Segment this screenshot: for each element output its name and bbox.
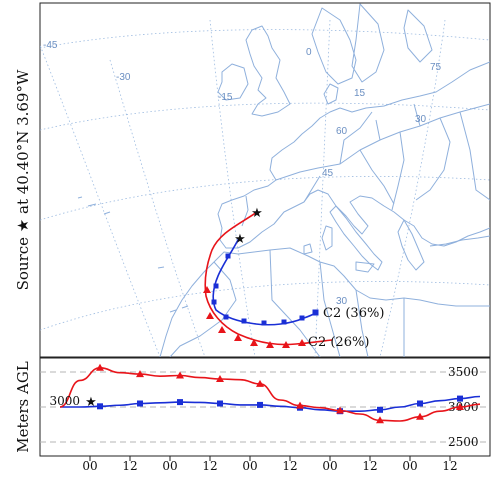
square-marker	[213, 283, 219, 289]
trajectory-blue-line	[212, 237, 319, 326]
islands-coast	[303, 225, 375, 273]
series-point-triangle	[336, 406, 344, 414]
italy-coast	[329, 205, 383, 271]
square-marker	[312, 309, 319, 316]
x-tick-label: 12	[362, 459, 377, 473]
britain-coast	[245, 25, 291, 117]
ireland-coast	[217, 63, 249, 101]
triangle-marker	[266, 341, 274, 348]
source-label: Source ★ at 40.40°N 3.69°W	[14, 69, 32, 290]
x-tick-label: 12	[442, 459, 457, 473]
x-tick-label: 00	[82, 459, 97, 473]
denmark-coast	[323, 83, 339, 105]
africa-coast	[159, 247, 490, 357]
lon-label: 0	[306, 47, 312, 58]
lon-label: -45	[43, 40, 58, 51]
square-marker	[225, 253, 231, 259]
lat-label: 30	[336, 296, 348, 307]
series-point-square	[217, 400, 223, 407]
series-point-square	[97, 403, 103, 410]
triangle-marker	[298, 339, 306, 346]
lon-label: 15	[354, 88, 366, 99]
azores	[77, 196, 111, 215]
cluster-label-blue: C2 (36%)	[323, 306, 384, 321]
lon-label: -15	[218, 92, 233, 103]
canary	[169, 305, 189, 313]
series-line-0	[59, 395, 481, 413]
trajectory-red-markers	[203, 286, 306, 348]
lon-label: 30	[415, 114, 427, 125]
start-star-icon: ★	[85, 395, 97, 410]
map-panel: -45 -30 -15 0 15 30 75 60 45 30	[39, 2, 491, 358]
square-marker	[211, 299, 217, 305]
square-marker	[223, 314, 229, 320]
x-tick-label: 00	[242, 459, 257, 473]
chart-x-ticks: 00 12 00 12 00 12 00 12 00 12	[82, 456, 458, 473]
series-point-square	[177, 399, 183, 406]
series-point-triangle	[216, 375, 224, 382]
graticule-lon	[109, 59, 206, 357]
series-point-triangle	[376, 416, 384, 424]
series-point-square	[377, 406, 383, 413]
series-point-triangle	[296, 401, 304, 409]
chart-series	[59, 363, 481, 424]
x-tick-label: 12	[202, 459, 217, 473]
africa-borders	[169, 249, 405, 357]
source-star-icon: ★	[251, 206, 263, 221]
triangle-marker	[218, 326, 226, 333]
graticule-lat	[40, 281, 490, 331]
triangle-marker	[282, 341, 290, 348]
start-height-label: 3000	[49, 394, 80, 408]
x-tick-label: 12	[122, 459, 137, 473]
graticule-lat	[40, 29, 490, 49]
triangle-marker	[250, 339, 258, 346]
square-marker	[241, 318, 247, 324]
balkans-coast	[397, 219, 490, 271]
x-tick-label: 00	[162, 459, 177, 473]
square-marker	[261, 320, 267, 326]
series-point-square	[137, 400, 143, 407]
series-point-square	[417, 400, 423, 407]
graticule-lon	[379, 19, 446, 357]
y-tick-label: 3500	[448, 365, 479, 379]
lon-label: -30	[116, 72, 131, 83]
chart-y-axis-label: Meters AGL	[14, 361, 32, 453]
series-point-triangle	[176, 371, 184, 379]
series-point-triangle	[96, 363, 104, 371]
square-marker	[299, 315, 305, 321]
lat-label: 75	[430, 62, 442, 73]
square-marker	[281, 319, 287, 325]
series-point-triangle	[456, 403, 464, 410]
x-tick-label: 12	[282, 459, 297, 473]
series-point-square	[457, 395, 463, 402]
trajectory-blue-markers	[211, 253, 319, 326]
source-star-icon: ★	[234, 232, 246, 247]
graticule-lat	[40, 175, 490, 221]
series-point-triangle	[416, 412, 424, 420]
series-point-square	[257, 401, 263, 408]
series-point-triangle	[136, 370, 144, 378]
europe-coast	[217, 61, 490, 249]
madeira	[157, 266, 165, 269]
graticule-lon	[209, 19, 256, 357]
scandinavia-coast	[311, 3, 433, 85]
triangle-marker	[206, 312, 214, 319]
triangle-marker	[234, 334, 242, 341]
y-tick-label: 2500	[448, 435, 479, 449]
triangle-marker	[203, 286, 211, 293]
x-tick-label: 00	[322, 459, 337, 473]
series-point-triangle	[256, 379, 264, 387]
lat-label: 45	[322, 168, 334, 179]
cluster-label-red: C2 (26%)	[308, 335, 369, 350]
x-tick-label: 00	[402, 459, 417, 473]
lat-label: 60	[336, 126, 348, 137]
series-line-1	[59, 366, 481, 422]
europe-borders	[241, 103, 490, 227]
